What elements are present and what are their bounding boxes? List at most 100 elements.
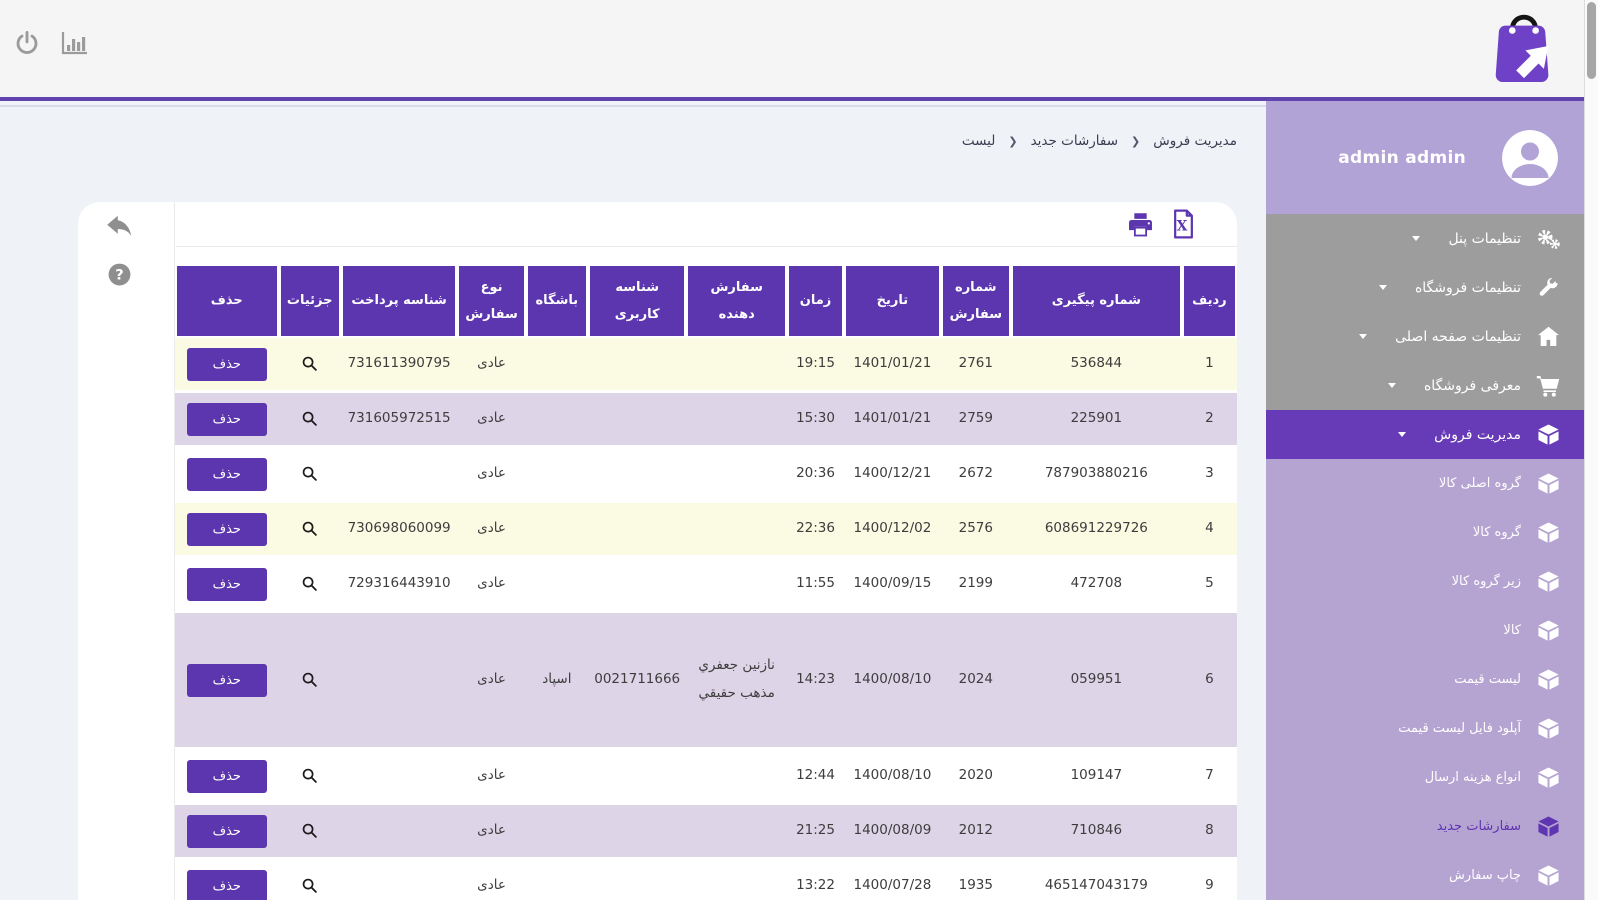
order-row: 153684427611401/01/2119:15عادی7316113907… [175,338,1237,393]
bar-chart-icon[interactable] [60,31,88,56]
sidebar-item-تنظیمات فروشگاه[interactable]: تنظیمات فروشگاه [1266,263,1584,312]
magnifier-icon[interactable] [301,355,318,372]
cell-order_type: عادی [457,860,525,900]
magnifier-icon[interactable] [301,520,318,537]
magnifier-icon[interactable] [301,877,318,894]
scrollbar-thumb[interactable] [1587,2,1596,79]
delete-cell: حذف [175,805,279,860]
sidebar-item-معرفی فروشگاه[interactable]: معرفی فروشگاه [1266,361,1584,410]
cell-tracking_no: 787903880216 [1011,448,1182,503]
sidebar-item-انواع هزینه ارسال[interactable]: انواع هزینه ارسال [1266,753,1584,802]
sidebar-item-label: تنظیمات فروشگاه [1415,280,1521,296]
cell-payment_id [341,448,458,503]
magnifier-icon[interactable] [301,410,318,427]
shopping-bag-logo [1487,6,1557,90]
magnifier-icon[interactable] [301,671,318,688]
details-cell [279,558,341,613]
cube-icon [1536,423,1560,446]
cell-row_no: 1 [1182,338,1237,393]
cell-row_no: 2 [1182,393,1237,448]
table-toolbar: X [176,202,1237,247]
delete-order-button[interactable]: حذف [187,870,267,900]
chevron-down-icon [1359,334,1367,339]
cell-date: 1400/08/10 [844,613,940,750]
column-header-order_no: شماره سفارش [941,264,1011,338]
cell-order_no: 2576 [941,503,1011,558]
print-icon[interactable] [1127,211,1154,242]
cell-order_no: 2024 [941,613,1011,750]
cell-user_id [588,805,686,860]
cell-club [526,338,588,393]
cell-time: 20:36 [787,448,844,503]
breadcrumb-item[interactable]: مدیریت فروش [1153,133,1237,149]
cell-order_no: 2020 [941,750,1011,805]
order-row: 946514704317919351400/07/2813:22عادیحذف [175,860,1237,900]
sidebar-item-کالا[interactable]: کالا [1266,606,1584,655]
page-scrollbar[interactable] [1584,0,1598,900]
sidebar-item-label: چاپ سفارش [1449,868,1521,883]
cart-icon [1536,375,1560,397]
help-icon[interactable]: ? [107,262,132,291]
cube-icon [1536,570,1560,593]
sidebar-submenu: گروه اصلی کالاگروه کالازیر گروه کالاکالا… [1266,459,1584,900]
cell-time: 15:30 [787,393,844,448]
sidebar-item-label: معرفی فروشگاه [1424,378,1521,394]
column-header-club: باشگاه [526,264,588,338]
sidebar-item-آپلود فایل لیست قیمت[interactable]: آپلود فایل لیست قیمت [1266,704,1584,753]
sidebar-item-گروه اصلی کالا[interactable]: گروه اصلی کالا [1266,459,1584,508]
delete-order-button[interactable]: حذف [187,664,267,697]
cell-time: 14:23 [787,613,844,750]
delete-cell: حذف [175,860,279,900]
breadcrumb-chevron-icon: ❮ [1008,135,1017,148]
delete-order-button[interactable]: حذف [187,458,267,491]
sidebar-item-چاپ سفارش[interactable]: چاپ سفارش [1266,851,1584,900]
delete-order-button[interactable]: حذف [187,568,267,601]
magnifier-icon[interactable] [301,465,318,482]
cell-customer [686,503,786,558]
cell-row_no: 4 [1182,503,1237,558]
cell-tracking_no: 059951 [1011,613,1182,750]
cell-payment_id [341,805,458,860]
breadcrumb-item[interactable]: سفارشات جدید [1031,133,1118,149]
column-header-row_no: ردیف [1182,264,1237,338]
delete-order-button[interactable]: حذف [187,760,267,793]
cell-payment_id [341,613,458,750]
cell-order_type: عادی [457,750,525,805]
orders-table-wrap: ردیفشماره پیگیریشماره سفارشتاریخزمانسفار… [175,264,1237,900]
breadcrumb: مدیریت فروش ❮ سفارشات جدید ❮ لیست [962,133,1237,149]
delete-order-button[interactable]: حذف [187,815,267,848]
sidebar-item-label: انواع هزینه ارسال [1425,770,1521,785]
magnifier-icon[interactable] [301,767,318,784]
magnifier-icon[interactable] [301,575,318,592]
sidebar-item-لیست قیمت[interactable]: لیست قیمت [1266,655,1584,704]
sidebar-item-گروه کالا[interactable]: گروه کالا [1266,508,1584,557]
cell-tracking_no: 608691229726 [1011,503,1182,558]
sidebar-item-تنظیمات پنل[interactable]: تنظیمات پنل [1266,214,1584,263]
cell-time: 12:44 [787,750,844,805]
cell-order_no: 2761 [941,338,1011,393]
cell-payment_id [341,860,458,900]
breadcrumb-chevron-icon: ❮ [1131,135,1140,148]
delete-order-button[interactable]: حذف [187,403,267,436]
cell-order_no: 2199 [941,558,1011,613]
sidebar-item-تنظیمات صفحه اصلی[interactable]: تنظیمات صفحه اصلی [1266,312,1584,361]
cell-date: 1400/12/21 [844,448,940,503]
delete-order-button[interactable]: حذف [187,513,267,546]
breadcrumb-item[interactable]: لیست [962,133,996,149]
power-icon[interactable] [14,30,40,56]
cell-payment_id: 729316443910 [341,558,458,613]
svg-text:X: X [1177,219,1188,235]
cell-payment_id: 731611390795 [341,338,458,393]
cell-customer [686,338,786,393]
sidebar-item-label: سفارشات جدید [1437,819,1521,834]
magnifier-icon[interactable] [301,822,318,839]
sidebar-item-مدیریت فروش[interactable]: مدیریت فروش [1266,410,1584,459]
cube-icon [1536,619,1560,642]
excel-export-icon[interactable]: X [1170,209,1197,243]
delete-order-button[interactable]: حذف [187,348,267,381]
back-arrow-icon[interactable] [104,214,134,244]
sidebar-item-سفارشات جدید[interactable]: سفارشات جدید [1266,802,1584,851]
chevron-down-icon [1398,432,1406,437]
sidebar-item-label: تنظیمات صفحه اصلی [1395,329,1521,345]
sidebar-item-زیر گروه کالا[interactable]: زیر گروه کالا [1266,557,1584,606]
